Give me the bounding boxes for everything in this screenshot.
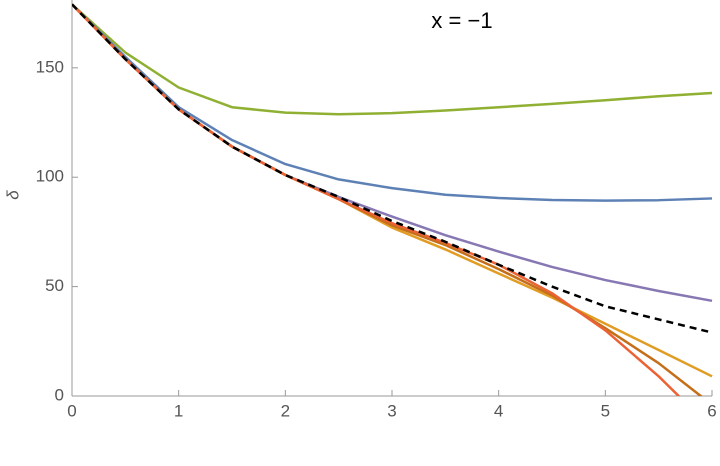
annotation: x = −1: [431, 8, 492, 33]
y-tick-label: 50: [45, 276, 64, 295]
y-axis-label: δ: [3, 190, 22, 200]
y-tick-label: 100: [36, 167, 64, 186]
series-line: [72, 3, 713, 303]
x-tick-label: 0: [67, 401, 76, 420]
x-tick-label: 2: [281, 401, 290, 420]
x-tick-label: 3: [387, 401, 396, 420]
series-line: [72, 3, 713, 202]
y-tick-label: 0: [55, 385, 64, 404]
x-tick-label: 5: [601, 401, 610, 420]
series-line: [72, 3, 703, 396]
x-tick-label: 6: [707, 401, 716, 420]
x-tick-label: 4: [494, 401, 503, 420]
series-line: [72, 3, 713, 116]
x-tick-label: 1: [174, 401, 183, 420]
series-line: [72, 3, 713, 378]
y-tick-label: 150: [36, 57, 64, 76]
series-line: [72, 3, 713, 334]
